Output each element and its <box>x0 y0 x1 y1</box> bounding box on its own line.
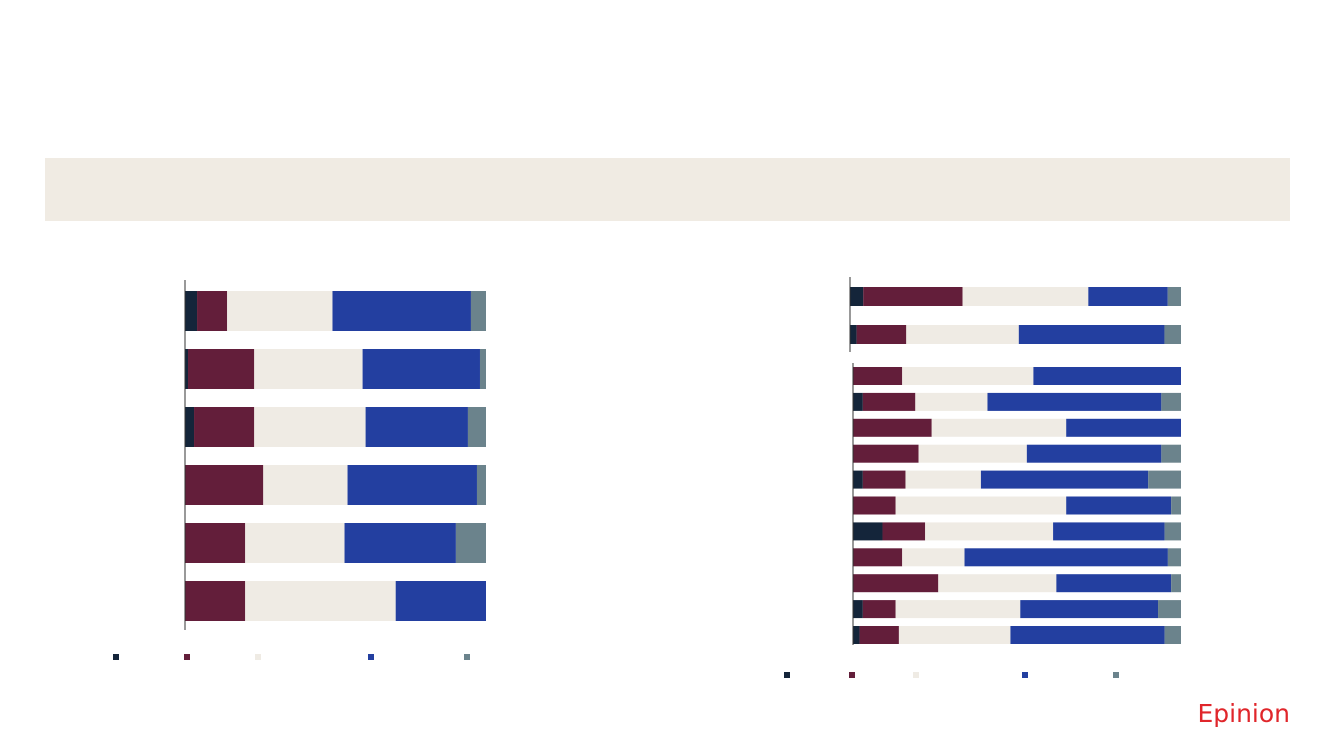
legend-swatch <box>1022 672 1028 678</box>
bar-segment <box>365 407 468 447</box>
bar-segment <box>479 349 486 389</box>
legend-swatch <box>913 672 919 678</box>
bar-segment <box>1164 325 1181 344</box>
bar-segment <box>853 444 919 463</box>
bar-segment <box>254 407 366 447</box>
bar-segment <box>1053 522 1165 541</box>
legend-swatch <box>184 654 190 660</box>
bar-segment <box>1161 392 1181 411</box>
bar-segment <box>902 548 965 567</box>
bar-segment <box>185 291 198 331</box>
bar-segment <box>185 349 189 389</box>
bar-segment <box>1056 574 1172 593</box>
legend-swatch <box>255 654 261 660</box>
legend-swatch <box>784 672 790 678</box>
legend-swatch <box>113 654 119 660</box>
bar-segment <box>853 626 860 644</box>
legend-swatch <box>368 654 374 660</box>
bar-segment <box>964 548 1168 567</box>
bar-segment <box>1164 522 1181 541</box>
bar-segment <box>980 470 1149 489</box>
bar-segment <box>925 522 1054 541</box>
bar-segment <box>263 465 348 505</box>
bar-segment <box>1164 626 1181 644</box>
bar-segment <box>987 392 1162 411</box>
logo: Epinion <box>1197 699 1290 728</box>
bar-segment <box>895 496 1067 515</box>
bar-segment <box>185 523 246 563</box>
bar-segment <box>853 600 863 619</box>
bar-segment <box>850 325 857 344</box>
bar-segment <box>856 325 907 344</box>
bar-segment <box>347 465 477 505</box>
bar-segment <box>853 392 863 411</box>
bar-segment <box>245 581 396 621</box>
bar-segment <box>470 291 486 331</box>
legend-swatch <box>464 654 470 660</box>
bar-segment <box>902 367 1034 385</box>
bar-segment <box>245 523 345 563</box>
bar-segment <box>915 392 988 411</box>
bar-segment <box>898 626 1011 644</box>
bar-segment <box>395 581 486 621</box>
bar-segment <box>853 574 939 593</box>
bar-segment <box>1148 470 1181 489</box>
bar-segment <box>185 581 246 621</box>
bar-segment <box>185 465 264 505</box>
bar-segment <box>850 287 864 306</box>
bar-segment <box>1158 600 1181 619</box>
header-banner <box>45 158 1290 221</box>
bar-segment <box>1010 626 1165 644</box>
bar-segment <box>227 291 333 331</box>
bar-segment <box>862 392 916 411</box>
bar-segment <box>853 522 883 541</box>
bar-segment <box>931 418 1067 437</box>
bar-segment <box>906 325 1019 344</box>
bar-segment <box>853 418 932 437</box>
bar-segment <box>962 287 1089 306</box>
bar-segment <box>862 600 896 619</box>
bar-segment <box>332 291 471 331</box>
bar-segment <box>1033 367 1181 385</box>
legend-swatch <box>1113 672 1119 678</box>
bar-segment <box>853 496 896 515</box>
bar-segment <box>194 407 255 447</box>
bar-segment <box>188 349 255 389</box>
bar-segment <box>1020 600 1159 619</box>
bar-segment <box>853 470 863 489</box>
bar-segment <box>1171 496 1181 515</box>
bar-segment <box>344 523 456 563</box>
bar-segment <box>254 349 363 389</box>
bar-segment <box>1171 574 1181 593</box>
bar-segment <box>467 407 486 447</box>
bar-segment <box>938 574 1057 593</box>
bar-segment <box>1167 287 1181 306</box>
bar-segment <box>882 522 926 541</box>
bar-segment <box>1018 325 1165 344</box>
bar-segment <box>863 287 963 306</box>
bar-segment <box>185 407 195 447</box>
bar-segment <box>905 470 981 489</box>
bar-segment <box>1026 444 1162 463</box>
bar-segment <box>1088 287 1168 306</box>
bar-segment <box>1161 444 1181 463</box>
bar-segment <box>853 548 903 567</box>
bar-segment <box>1167 548 1181 567</box>
bar-segment <box>1066 418 1181 437</box>
bar-segment <box>859 626 899 644</box>
bar-segment <box>197 291 228 331</box>
bar-segment <box>455 523 486 563</box>
bar-segment <box>362 349 480 389</box>
bar-segment <box>1066 496 1172 515</box>
legend-swatch <box>849 672 855 678</box>
bar-segment <box>895 600 1021 619</box>
bar-segment <box>476 465 486 505</box>
bar-segment <box>918 444 1027 463</box>
bar-segment <box>862 470 906 489</box>
bar-segment <box>853 367 903 385</box>
